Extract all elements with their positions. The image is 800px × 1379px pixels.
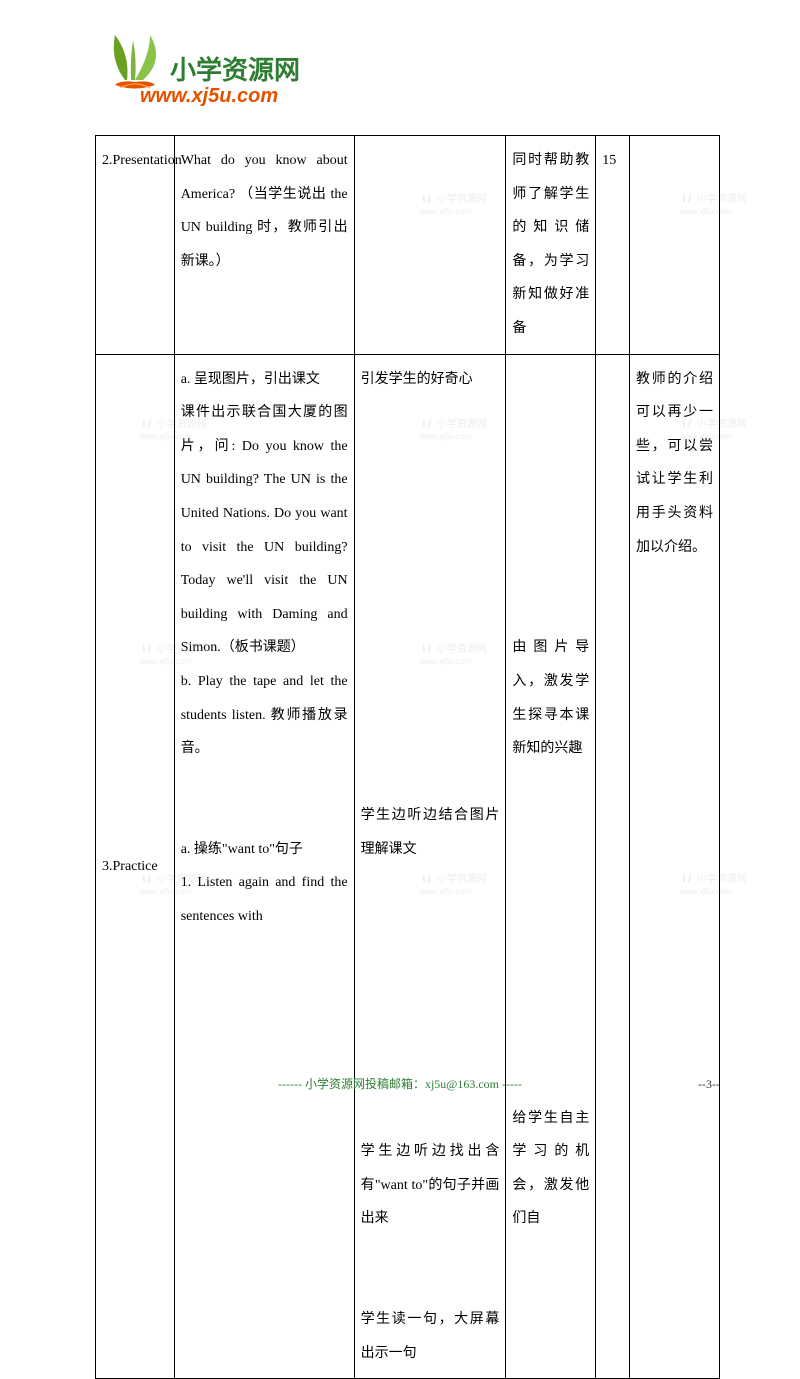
cell-stage: 2.Presentation bbox=[96, 136, 175, 355]
cell-time bbox=[596, 354, 630, 1379]
cell-notes bbox=[630, 136, 720, 355]
footer-text: ------ 小学资源网投稿邮箱：xj5u@163.com ----- bbox=[0, 1075, 800, 1092]
lesson-plan-table: 2.Presentation What do you know about Am… bbox=[95, 135, 720, 1379]
logo-text-cn: 小学资源网 bbox=[170, 50, 300, 87]
cell-teacher-activity: What do you know about America? （当学生说出 t… bbox=[174, 136, 354, 355]
cell-teacher-activity: a. 呈现图片，引出课文课件出示联合国大厦的图片，问: Do you know … bbox=[174, 354, 354, 1379]
cell-purpose: 同时帮助教师了解学生的知识储备，为学习新知做好准备 bbox=[506, 136, 596, 355]
page-container: 小学资源网 www.xj5u.com 2.Presentation What d… bbox=[0, 0, 800, 1132]
cell-notes: 教师的介绍可以再少一些，可以尝试让学生利用手头资料加以介绍。 bbox=[630, 354, 720, 1379]
table-row: 2.Presentation What do you know about Am… bbox=[96, 136, 720, 355]
page-number: --3-- bbox=[698, 1077, 720, 1092]
logo-area: 小学资源网 www.xj5u.com bbox=[95, 30, 720, 120]
cell-student-activity bbox=[354, 136, 506, 355]
table-row: 3.Practice a. 呈现图片，引出课文课件出示联合国大厦的图片，问: D… bbox=[96, 354, 720, 1379]
cell-time: 15 bbox=[596, 136, 630, 355]
logo-text-url: www.xj5u.com bbox=[140, 85, 278, 108]
cell-purpose: 由图片导入，激发学生探寻本课新知的兴趣给学生自主学习的机会，激发他们自 bbox=[506, 354, 596, 1379]
cell-student-activity: 引发学生的好奇心学生边听边结合图片理解课文学生边听边找出含有"want to"的… bbox=[354, 354, 506, 1379]
cell-stage: 3.Practice bbox=[96, 354, 175, 1379]
